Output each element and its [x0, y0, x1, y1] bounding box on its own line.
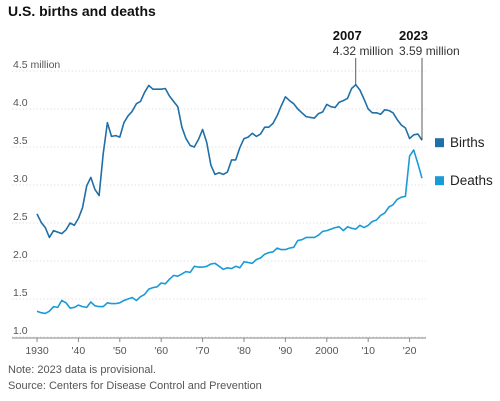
x-tick-label: '60	[154, 345, 168, 357]
annotation-year: 2023	[399, 28, 428, 43]
y-tick-label: 4.5 million	[13, 59, 60, 71]
y-tick-label: 2.0	[13, 249, 28, 261]
y-tick-label: 1.5	[13, 287, 28, 299]
series-line-births	[36, 83, 423, 239]
chart-note: Note: 2023 data is provisional.	[8, 364, 156, 376]
grid-lines	[12, 70, 426, 338]
x-tick-label: '80	[237, 345, 251, 357]
x-tick-label: '10	[361, 345, 375, 357]
legend-swatch-births	[435, 138, 444, 148]
x-tick-label: 2000	[315, 345, 339, 357]
y-tick-label: 3.5	[13, 135, 28, 147]
line-chart: 1.0 1.5 2.0 2.5 3.0 3.5 4.0 4.5 million 1930 '40…	[12, 28, 493, 357]
y-tick-label: 2.5	[13, 211, 28, 223]
y-axis-ticks: 1.0 1.5 2.0 2.5 3.0 3.5 4.0 4.5 million	[13, 59, 60, 337]
annotation-value: 4.32 million	[333, 44, 394, 58]
x-axis-ticks: 1930 '40 '50 '60 '70 '80 '90 2000 '10 '20	[12, 337, 426, 357]
series-line-deaths	[36, 149, 423, 315]
chart-source: Source: Centers for Disease Control and …	[8, 380, 262, 392]
legend-label-births: Births	[450, 135, 485, 150]
series-lines	[36, 83, 423, 315]
legend-swatch-deaths	[435, 176, 444, 186]
x-tick-label: 1930	[25, 345, 49, 357]
x-tick-label: '50	[113, 345, 127, 357]
x-tick-label: '90	[279, 345, 293, 357]
y-tick-label: 1.0	[13, 325, 28, 337]
x-tick-label: '40	[72, 345, 86, 357]
legend-label-deaths: Deaths	[450, 173, 493, 188]
chart-title: U.S. births and deaths	[8, 3, 156, 19]
x-tick-label: '70	[196, 345, 210, 357]
annotation-value: 3.59 million	[399, 44, 460, 58]
annotation-year: 2007	[333, 28, 362, 43]
x-tick-label: '20	[403, 345, 417, 357]
y-tick-label: 3.0	[13, 173, 28, 185]
y-tick-label: 4.0	[13, 97, 28, 109]
legend: Births Deaths	[435, 135, 493, 188]
